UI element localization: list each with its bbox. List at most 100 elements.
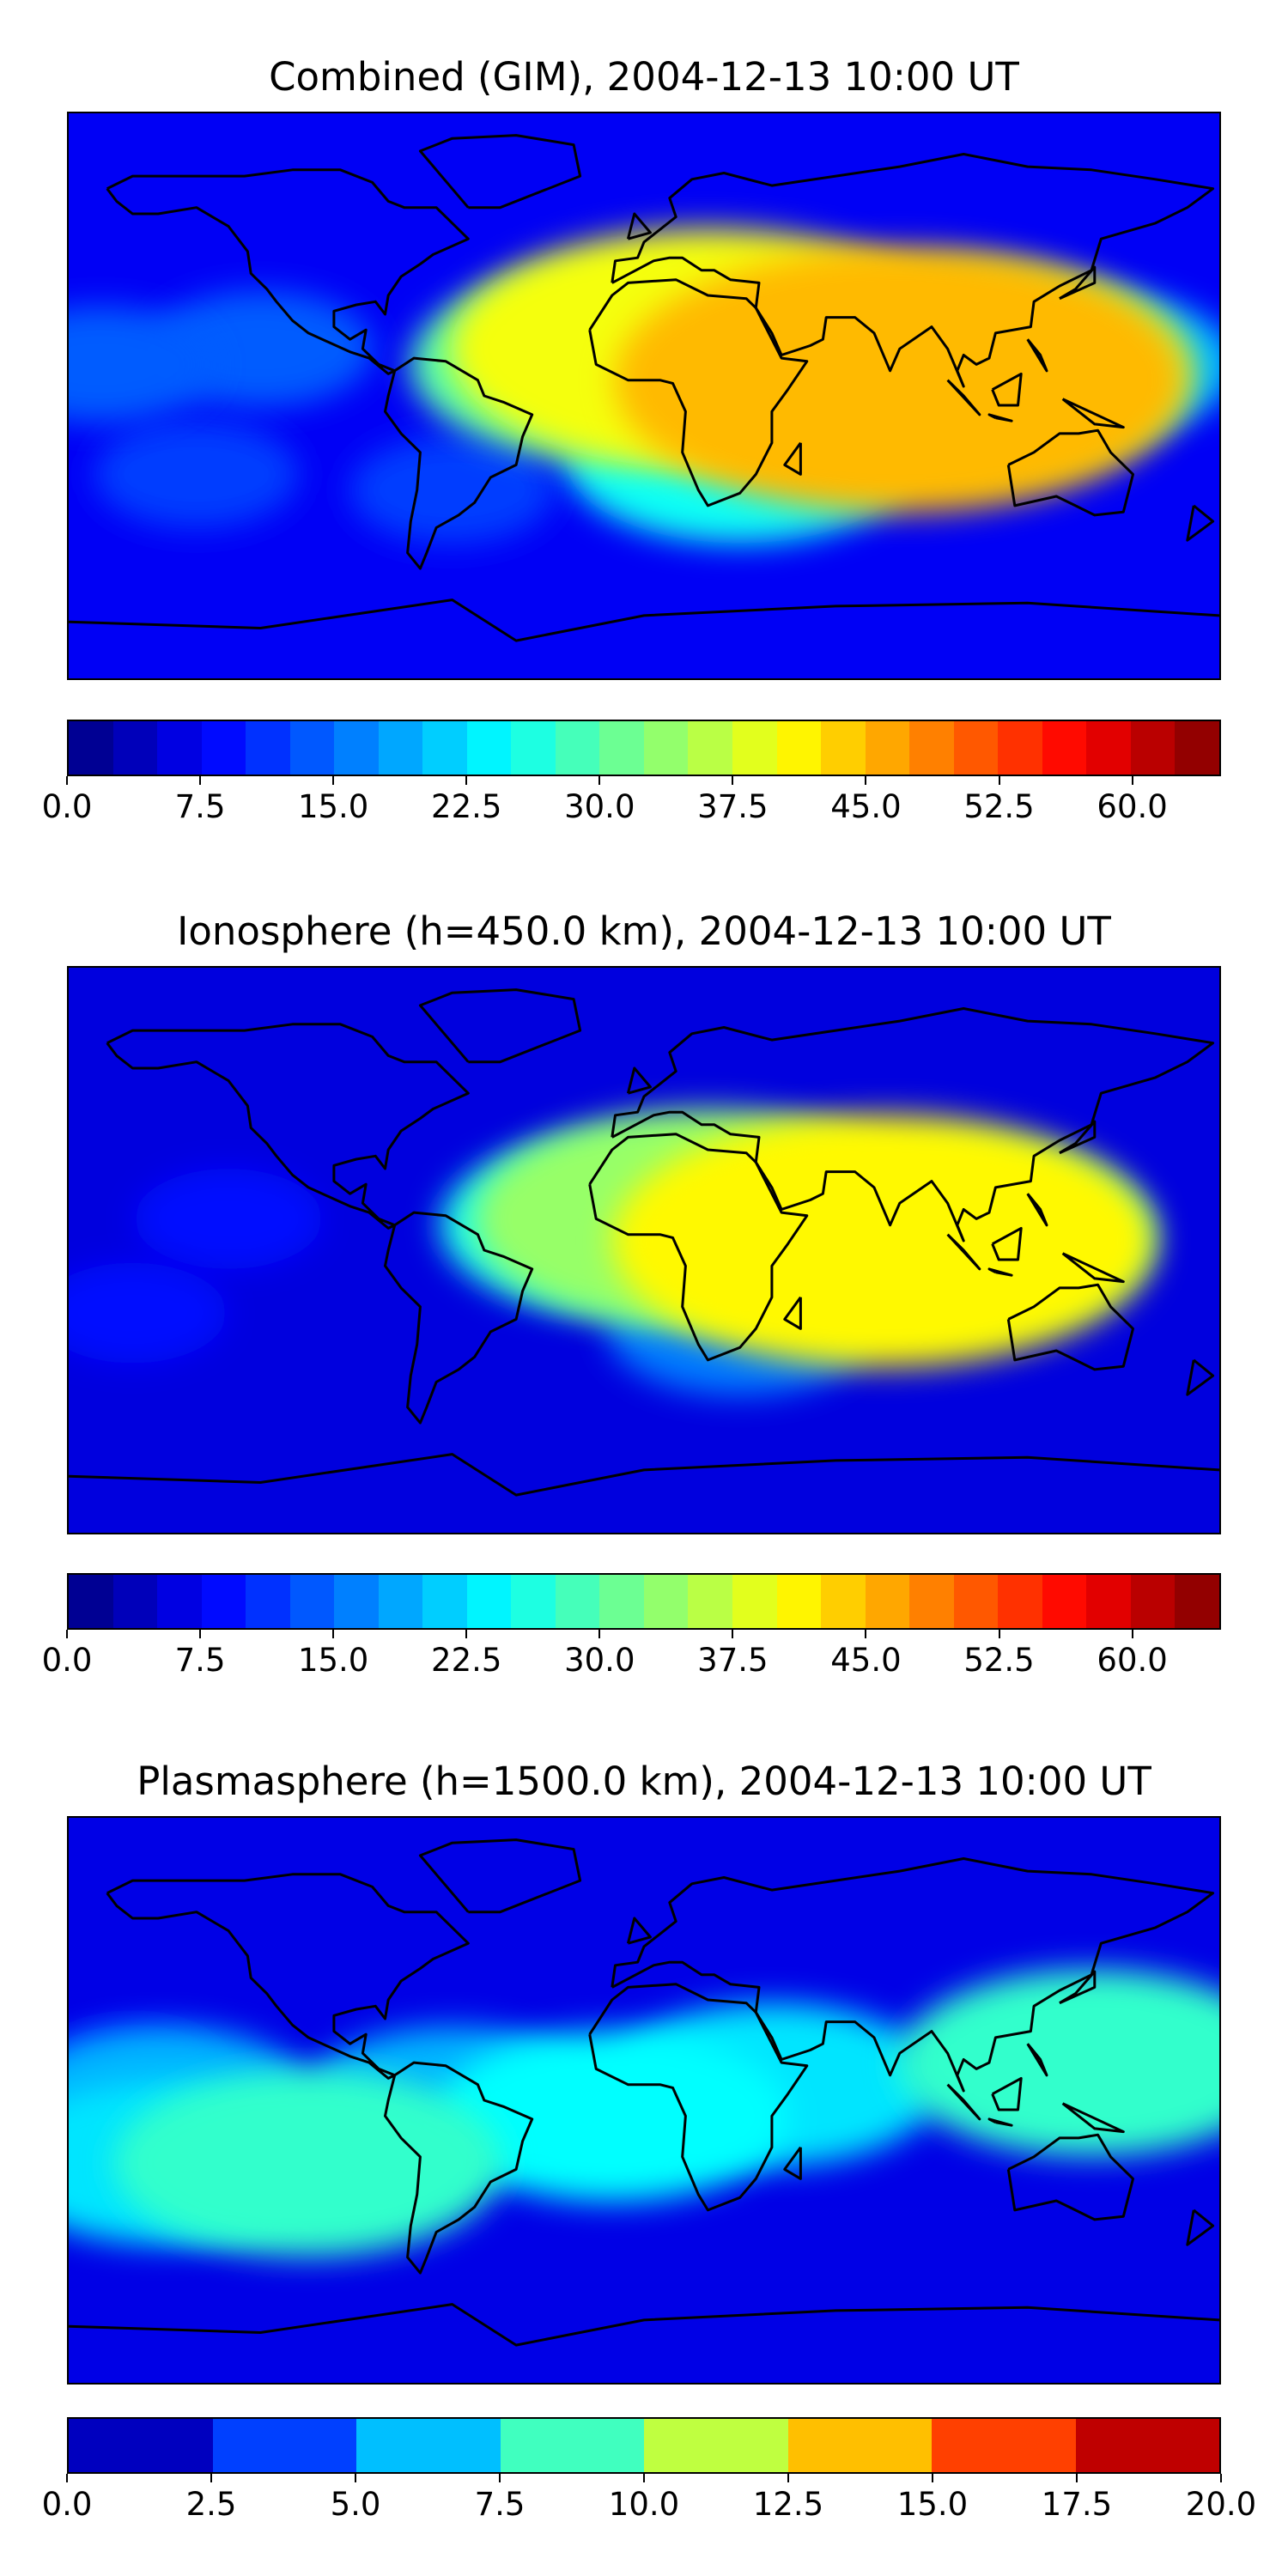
field-feature	[614, 247, 1186, 513]
colorbar-segment	[201, 721, 246, 775]
colorbar-segment	[511, 721, 556, 775]
panel-plasmasphere: Plasmasphere (h=1500.0 km), 2004-12-13 1…	[0, 1717, 1288, 2576]
colorbar-tick	[1131, 1630, 1133, 1638]
colorbar-tick-label: 37.5	[697, 1642, 769, 1679]
colorbar-tick	[199, 1630, 202, 1638]
colorbar-segment	[422, 721, 467, 775]
colorbar-segment	[643, 1575, 689, 1628]
colorbar-tick	[355, 2474, 356, 2482]
coastline	[1006, 1283, 1134, 1371]
colorbar-segment	[643, 721, 689, 775]
coastline	[783, 1296, 802, 1330]
colorbar-segment	[69, 1575, 113, 1628]
coastline	[991, 1226, 1023, 1261]
coastline	[588, 278, 809, 507]
colorbar-ticks: 0.0 7.5 15.0 22.5 30.0 37.5 45.0 52.5 60.0	[42, 776, 1221, 828]
colorbar-segment	[1130, 1575, 1176, 1628]
colorbar-tick-label: 20.0	[1185, 2486, 1257, 2523]
colorbar-segment	[378, 1575, 423, 1628]
field-feature	[349, 436, 555, 544]
colorbar-segment	[511, 1575, 556, 1628]
colorbar-tick	[732, 1630, 734, 1638]
coastline	[384, 2061, 534, 2275]
field-feature	[435, 2030, 789, 2202]
colorbar-segment	[334, 721, 379, 775]
colorbar-tick-label: 5.0	[330, 2486, 381, 2523]
colorbar-tick-label: 45.0	[830, 1642, 902, 1679]
colorbar-segment	[1086, 1575, 1131, 1628]
map-plot	[67, 1816, 1221, 2385]
colorbar-segment	[732, 721, 777, 775]
chart-title: Plasmasphere (h=1500.0 km), 2004-12-13 1…	[137, 1759, 1151, 1804]
colorbar-tick-label: 12.5	[752, 2486, 824, 2523]
colorbar-segment	[909, 1575, 954, 1628]
coastline	[626, 1917, 652, 1945]
colorbar-segment	[555, 721, 600, 775]
colorbar-tick	[643, 2474, 645, 2482]
colorbar-tick-label: 10.0	[608, 2486, 680, 2523]
colorbar-tick-label: 0.0	[41, 2486, 93, 2523]
coastline	[106, 1023, 470, 1230]
colorbar-segment	[466, 1575, 512, 1628]
colorbar-segment	[787, 2419, 932, 2472]
panel-ionosphere: Ionosphere (h=450.0 km), 2004-12-13 10:0…	[0, 859, 1288, 1717]
coastline	[69, 598, 1219, 642]
colorbar-segment	[599, 721, 644, 775]
colorbar-tick	[787, 2474, 789, 2482]
colorbar-tick-label: 45.0	[830, 788, 902, 825]
coastline	[987, 413, 1013, 422]
coastline	[991, 2076, 1023, 2111]
coastline	[1061, 2102, 1125, 2134]
colorbar-segment	[1086, 721, 1131, 775]
colorbar	[67, 2417, 1221, 2474]
colorbar-tick	[598, 1630, 601, 1638]
field-feature	[94, 420, 299, 528]
colorbar-segment	[422, 1575, 467, 1628]
colorbar-tick	[598, 776, 601, 785]
colorbar-segment	[112, 1575, 158, 1628]
colorbar-tick	[199, 776, 202, 785]
colorbar-tick-label: 7.5	[174, 1642, 226, 1679]
coastline	[106, 168, 470, 375]
colorbar-segment	[599, 1575, 644, 1628]
coastline	[991, 372, 1023, 407]
colorbar-tick	[1220, 2474, 1222, 2482]
colorbar-tick-label: 30.0	[564, 1642, 635, 1679]
coastline	[1026, 2043, 1048, 2077]
colorbar-tick	[66, 776, 68, 785]
colorbar-segment	[112, 721, 158, 775]
colorbar	[67, 1573, 1221, 1630]
colorbar-tick	[66, 2474, 68, 2482]
colorbar-tick	[210, 2474, 212, 2482]
colorbar-tick-label: 52.5	[963, 788, 1035, 825]
coastline	[1061, 398, 1125, 429]
colorbar-segment	[953, 721, 999, 775]
colorbar-tick-label: 17.5	[1041, 2486, 1113, 2523]
coastline	[1059, 1120, 1097, 1155]
colorbar-segment	[246, 1575, 290, 1628]
colorbar-tick-label: 15.0	[297, 1642, 369, 1679]
colorbar-segment	[69, 721, 113, 775]
colorbar-tick-label: 7.5	[174, 788, 226, 825]
colorbar	[67, 720, 1221, 776]
colorbar-segment	[1042, 1575, 1087, 1628]
colorbar-tick-label: 2.5	[185, 2486, 237, 2523]
coastline	[1059, 265, 1097, 301]
coastline	[987, 2117, 1013, 2127]
coastline	[384, 1211, 534, 1425]
colorbar-tick	[465, 1630, 468, 1638]
map-plot	[67, 112, 1221, 680]
colorbar-segment	[201, 1575, 246, 1628]
colorbar-ticks: 0.0 7.5 15.0 22.5 30.0 37.5 45.0 52.5 60.0	[42, 1630, 1221, 1681]
chart-title: Ionosphere (h=450.0 km), 2004-12-13 10:0…	[177, 908, 1111, 954]
colorbar-tick-label: 60.0	[1097, 1642, 1168, 1679]
field-feature	[134, 1169, 323, 1269]
coastline	[946, 379, 981, 416]
colorbar-tick	[465, 776, 468, 785]
panel-combined: Combined (GIM), 2004-12-13 10:00 UT 0.0 7…	[0, 0, 1288, 859]
colorbar-segment	[776, 721, 822, 775]
colorbar-tick	[865, 1630, 867, 1638]
coastline	[69, 1453, 1219, 1497]
colorbar-tick-label: 30.0	[564, 788, 635, 825]
colorbar-segment	[732, 1575, 777, 1628]
